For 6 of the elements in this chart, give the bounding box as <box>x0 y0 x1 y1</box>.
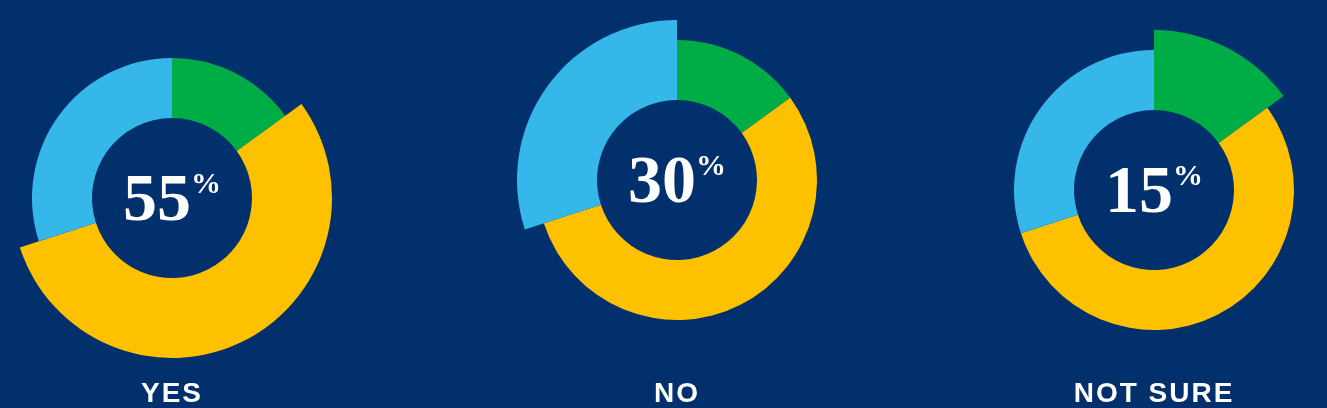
text: NOT SURE <box>1073 377 1235 408</box>
text: 30$^{%}$ <box>628 141 726 217</box>
text: 15$^{%}$ <box>1105 151 1203 227</box>
text: 55$^{%}$ <box>123 159 221 235</box>
text: NO <box>654 377 700 408</box>
text: YES <box>140 377 204 408</box>
